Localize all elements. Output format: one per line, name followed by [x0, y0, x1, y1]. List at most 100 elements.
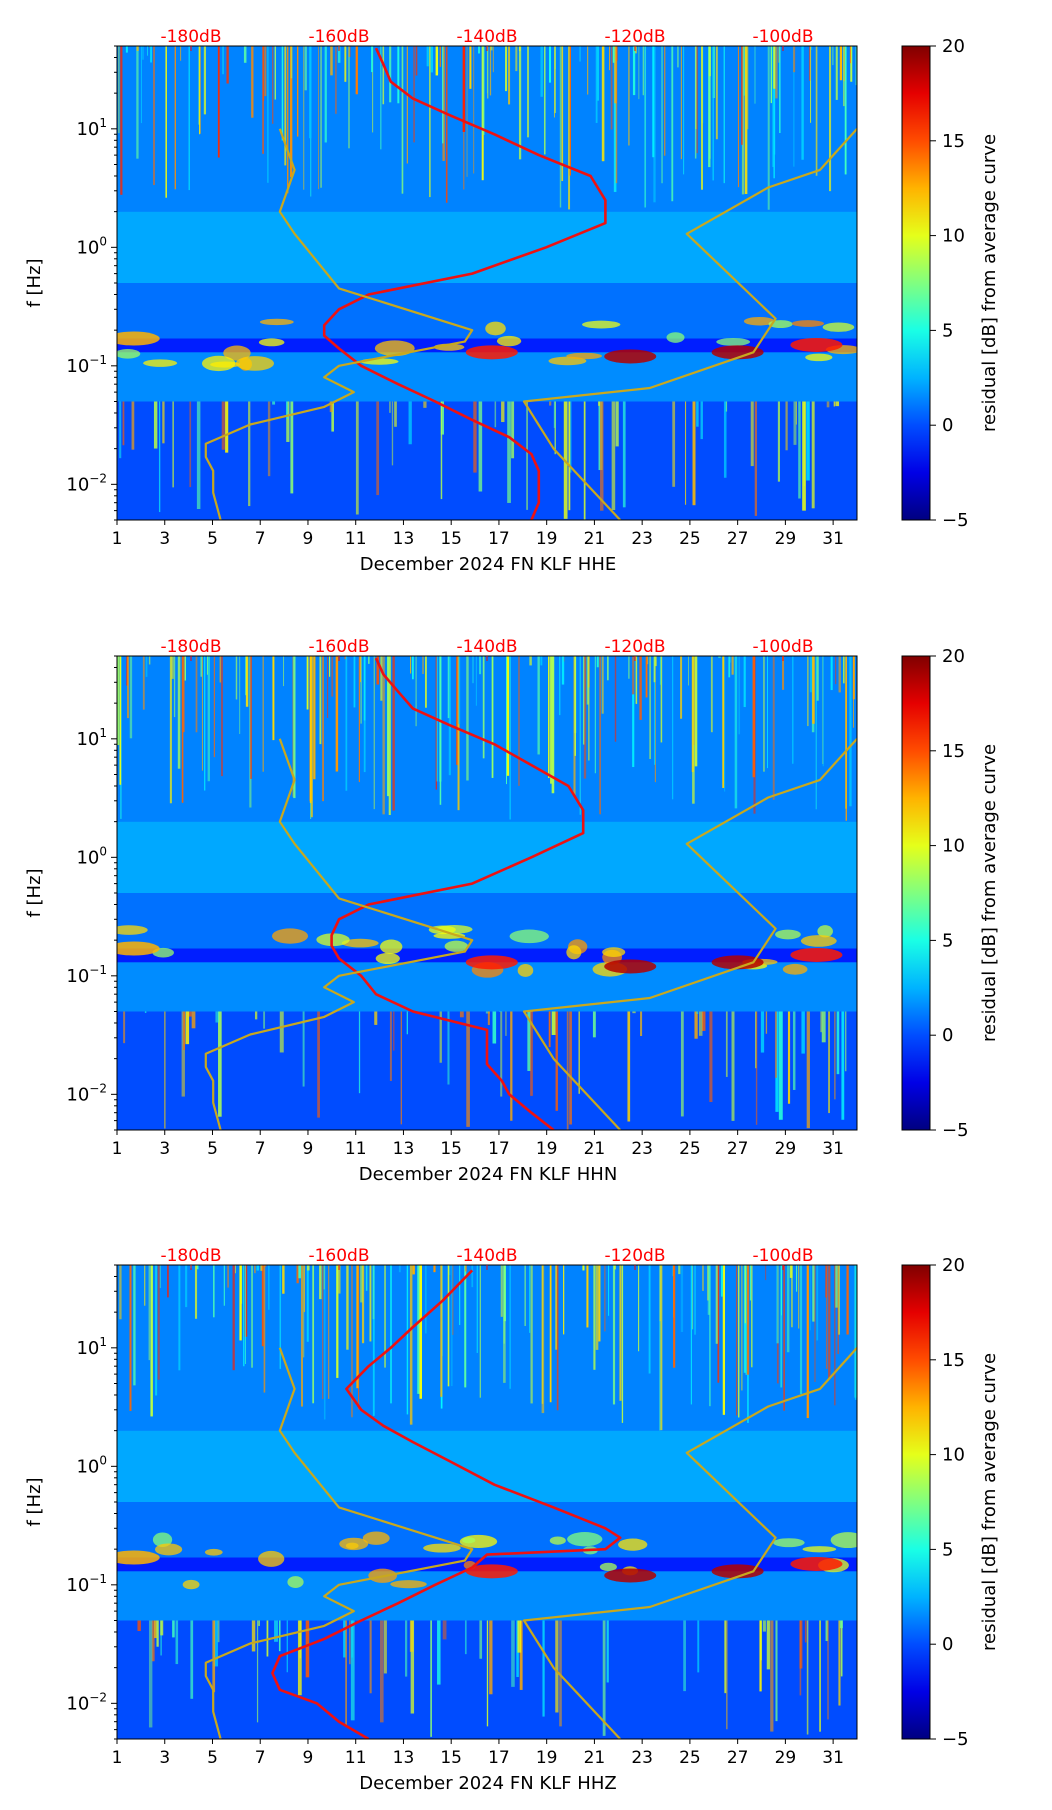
spectrogram-streak: [182, 656, 184, 803]
colorbar-tick-label: 20: [942, 36, 965, 57]
spectrogram-streak: [446, 46, 448, 203]
spectrogram-streak: [735, 656, 738, 808]
spectrogram-blob: [792, 320, 824, 327]
spectrogram-blob: [666, 332, 684, 343]
spectrogram-streak: [174, 656, 175, 717]
x-tick-label: 19: [536, 1748, 558, 1768]
spectrogram-streak: [262, 1265, 264, 1346]
spectrogram-streak: [741, 46, 743, 145]
spectrogram-blob: [823, 323, 855, 332]
spectrogram-streak: [506, 656, 507, 784]
spectrogram-streak: [359, 656, 360, 782]
top-db-label: -180dB: [160, 637, 221, 657]
spectrogram-streak: [487, 1621, 488, 1727]
spectrogram-streak: [812, 656, 815, 724]
spectrogram-streak: [632, 656, 634, 694]
spectrogram-streak: [561, 46, 563, 181]
spectrogram-blob: [604, 349, 656, 363]
spectrogram-streak: [845, 46, 847, 174]
spectrogram-streak: [510, 1012, 512, 1121]
spectrogram-streak: [692, 1265, 693, 1329]
spectrogram-streak: [671, 46, 673, 201]
y-tick-label: 10−2: [66, 1081, 107, 1105]
spectrogram-streak: [738, 46, 739, 187]
spectrogram-streak: [567, 1012, 569, 1130]
spectrogram-streak: [129, 1265, 131, 1411]
x-axis-label: December 2024 FN KLF HHE: [360, 554, 616, 575]
spectrogram-streak: [392, 402, 393, 466]
spectrogram-streak: [493, 46, 494, 72]
spectrogram-streak: [713, 46, 714, 180]
spectrogram-streak: [488, 1012, 490, 1025]
x-tick-label: 27: [727, 529, 749, 549]
spectrogram-streak: [336, 656, 338, 772]
spectrogram-streak: [792, 656, 793, 764]
spectrogram-blob: [339, 1538, 368, 1550]
colorbar-tick-label: 15: [942, 131, 965, 152]
x-tick-label: 29: [775, 1139, 797, 1159]
spectrogram-streak: [336, 1265, 338, 1378]
spectrogram-streak: [310, 656, 312, 803]
spectrogram-streak: [118, 46, 119, 133]
spectrogram-streak: [413, 1265, 415, 1274]
spectrogram-streak: [770, 1621, 773, 1732]
spectrogram-streak: [730, 656, 731, 663]
spectrogram-streak: [695, 46, 696, 159]
spectrogram-streak: [376, 402, 379, 496]
colorbar: [902, 1265, 930, 1739]
spectrogram-blob: [604, 959, 656, 973]
spectrogram-streak: [724, 656, 725, 792]
spectrogram-streak: [835, 656, 836, 684]
spectrogram-blob: [485, 322, 506, 336]
spectrogram-streak: [441, 402, 442, 500]
spectrogram-streak: [542, 1621, 544, 1717]
spectrogram-streak: [123, 402, 125, 446]
spectrogram-streak: [540, 656, 542, 665]
spectrogram-streak: [802, 402, 806, 511]
spectrogram-streak: [239, 1265, 241, 1340]
spectrogram-streak: [189, 46, 190, 190]
spectrogram-streak: [119, 656, 121, 785]
spectrogram-streak: [144, 1265, 145, 1306]
spectrogram-streak: [246, 656, 248, 707]
spectrogram-streak: [724, 1621, 726, 1694]
spectrogram-streak: [215, 1012, 219, 1023]
spectrogram-streak: [417, 1265, 419, 1394]
colorbar-label: residual [dB] from average curve: [979, 744, 1000, 1042]
spectrogram-streak: [164, 1012, 165, 1129]
spectrogram-streak: [836, 46, 838, 100]
spectrogram-streak: [782, 656, 784, 690]
spectrogram-streak: [515, 46, 517, 71]
spectrogram-streak: [593, 1012, 596, 1038]
spectrogram-streak: [264, 46, 266, 96]
spectrogram-streak: [845, 1012, 846, 1072]
spectrogram-streak: [483, 656, 485, 758]
spectrogram-streak: [501, 1265, 503, 1317]
spectrogram-streak: [397, 46, 399, 103]
x-tick-label: 17: [488, 529, 510, 549]
spectrogram-streak: [845, 656, 847, 809]
x-axis-label: December 2024 FN KLF HHN: [359, 1164, 618, 1185]
spectrogram-streak: [696, 402, 699, 427]
spectrogram-streak: [776, 1265, 778, 1343]
spectrogram-streak: [204, 656, 205, 791]
spectrogram-streak: [178, 1265, 180, 1370]
spectrogram-streak: [548, 656, 549, 778]
spectrogram-streak: [189, 1012, 192, 1017]
spectrogram-streak: [390, 1012, 392, 1081]
spectrogram-streak: [767, 1621, 770, 1670]
spectrogram-streak: [832, 46, 833, 65]
spectrogram-blob: [108, 332, 160, 346]
spectrogram-streak: [225, 402, 228, 453]
spectrogram-streak: [640, 1012, 642, 1037]
spectrogram-streak: [609, 46, 610, 70]
spectrogram-streak: [272, 46, 273, 124]
spectrogram-streak: [389, 402, 391, 413]
spectrogram-streak: [691, 1265, 692, 1404]
x-tick-label: 29: [775, 1748, 797, 1768]
spectrogram-streak: [511, 402, 514, 459]
spectrogram-streak: [709, 46, 711, 76]
x-tick-label: 9: [303, 1139, 314, 1159]
spectrogram-streak: [694, 1012, 697, 1039]
